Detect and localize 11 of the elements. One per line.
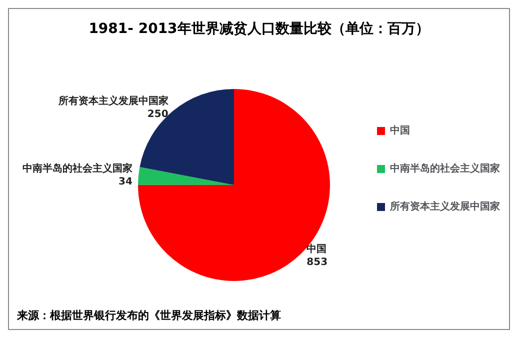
slice-label: 所有资本主义发展中国家: [57, 94, 168, 107]
data-label: 853: [306, 256, 328, 268]
slice-label: 中国: [306, 242, 327, 255]
legend-label: 中南半岛的社会主义国家: [390, 162, 500, 174]
slice-label: 中南半岛的社会主义国家: [22, 162, 132, 174]
legend-label: 中国: [390, 124, 410, 136]
legend-label: 所有资本主义发展中国家: [389, 200, 500, 212]
chart-title: 1981- 2013年世界减贫人口数量比较（单位：百万）: [88, 21, 430, 37]
data-label: 250: [147, 108, 168, 120]
data-label: 34: [118, 176, 132, 188]
source-note: 来源：根据世界银行发布的《世界发展指标》数据计算: [16, 309, 281, 322]
